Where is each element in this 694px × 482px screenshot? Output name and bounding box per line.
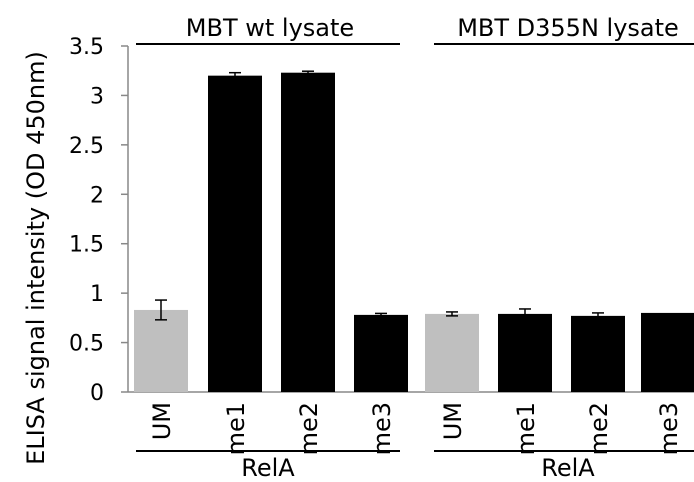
y-axis-label: ELISA signal intensity (OD 450nm) — [22, 51, 50, 465]
y-tick-label: 2.5 — [69, 134, 104, 159]
y-tick-label: 3 — [90, 84, 104, 109]
bar — [354, 315, 408, 392]
group-top-label-1: MBT wt lysate — [186, 14, 354, 42]
bar — [498, 314, 552, 392]
bar — [281, 73, 335, 392]
bar-series — [134, 73, 694, 392]
y-tick-label: 1 — [90, 282, 104, 307]
x-tick-label: UM — [148, 402, 176, 440]
y-tick-label: 1.5 — [69, 233, 104, 258]
group-bottom-label-1: RelA — [241, 454, 295, 482]
bar — [425, 314, 479, 392]
x-tick-label: me1 — [222, 402, 250, 455]
bar — [208, 76, 262, 392]
x-axis-tick-labels: UM me1 me2 me3 UM me1 me2 me3 — [148, 402, 683, 455]
x-tick-label: me1 — [512, 402, 540, 455]
y-axis-ticks: 0 0.5 1 1.5 2 2.5 3 3.5 — [69, 35, 128, 406]
bar — [134, 310, 188, 392]
x-tick-label: me2 — [585, 402, 613, 455]
y-tick-label: 0.5 — [69, 332, 104, 357]
group-bottom-label-2: RelA — [541, 454, 595, 482]
group-top-label-2: MBT D355N lysate — [457, 14, 679, 42]
x-tick-label: UM — [439, 402, 467, 440]
x-tick-label: me3 — [368, 402, 396, 455]
x-tick-label: me2 — [295, 402, 323, 455]
x-tick-label: me3 — [655, 402, 683, 455]
y-tick-label: 2 — [90, 183, 104, 208]
y-tick-label: 3.5 — [69, 35, 104, 60]
bar — [641, 313, 694, 392]
bar — [571, 316, 625, 392]
y-tick-label: 0 — [90, 381, 104, 406]
